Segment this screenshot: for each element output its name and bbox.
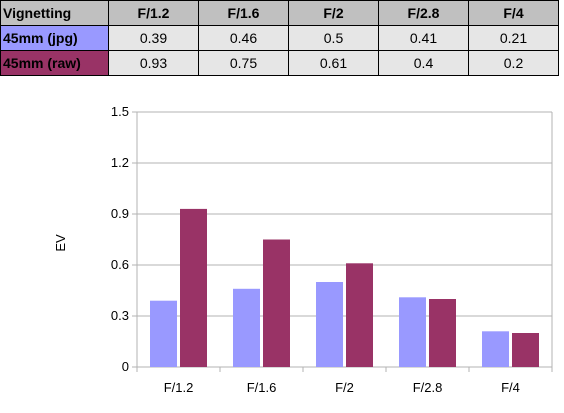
y-axis-label: EV <box>53 234 68 252</box>
bar <box>316 282 343 367</box>
table-row: 45mm (raw) 0.93 0.75 0.61 0.4 0.2 <box>0 50 559 76</box>
table-cell: 0.4 <box>378 50 469 76</box>
bar <box>233 288 260 367</box>
bar <box>346 263 373 367</box>
y-tick-label: 0.3 <box>111 308 129 323</box>
x-axis-ticks: F/1.2 F/1.6 F/2 F/2.8 F/4 <box>164 380 520 395</box>
bar <box>512 333 539 367</box>
table-cell: 0.2 <box>468 50 559 76</box>
x-tick-label: F/1.2 <box>164 380 194 395</box>
bar <box>150 300 177 367</box>
y-axis-ticks: 0 0.3 0.6 0.9 1.2 1.5 <box>111 104 129 374</box>
bar <box>429 299 456 367</box>
bar <box>263 239 290 367</box>
table-cell: 0.41 <box>378 25 469 51</box>
bars <box>150 208 539 367</box>
table-cell: 0.39 <box>108 25 199 51</box>
table-header-row: Vignetting F/1.2 F/1.6 F/2 F/2.8 F/4 <box>0 0 559 26</box>
table-cell: 0.75 <box>198 50 289 76</box>
table-column-header: F/4 <box>468 0 559 26</box>
y-tick-label: 1.2 <box>111 155 129 170</box>
x-tick-label: F/4 <box>501 380 520 395</box>
y-tick-label: 1.5 <box>111 104 129 119</box>
table-row: 45mm (jpg) 0.39 0.46 0.5 0.41 0.21 <box>0 25 559 51</box>
x-tick-label: F/2.8 <box>413 380 443 395</box>
data-table: Vignetting F/1.2 F/1.6 F/2 F/2.8 F/4 45m… <box>0 0 559 76</box>
bar <box>180 208 207 367</box>
table-row-label: 45mm (raw) <box>0 50 109 76</box>
table-column-header: F/2.8 <box>378 0 469 26</box>
table-cell: 0.93 <box>108 50 199 76</box>
table-corner-label: Vignetting <box>0 0 109 26</box>
y-tick-label: 0.6 <box>111 257 129 272</box>
table-cell: 0.5 <box>288 25 379 51</box>
y-tick-label: 0.9 <box>111 206 129 221</box>
y-tick-label: 0 <box>122 359 129 374</box>
table-row-label: 45mm (jpg) <box>0 25 109 51</box>
bar <box>399 297 426 367</box>
table-cell: 0.46 <box>198 25 289 51</box>
x-tick-label: F/1.6 <box>247 380 277 395</box>
bar <box>482 331 509 367</box>
x-tick-label: F/2 <box>335 380 354 395</box>
